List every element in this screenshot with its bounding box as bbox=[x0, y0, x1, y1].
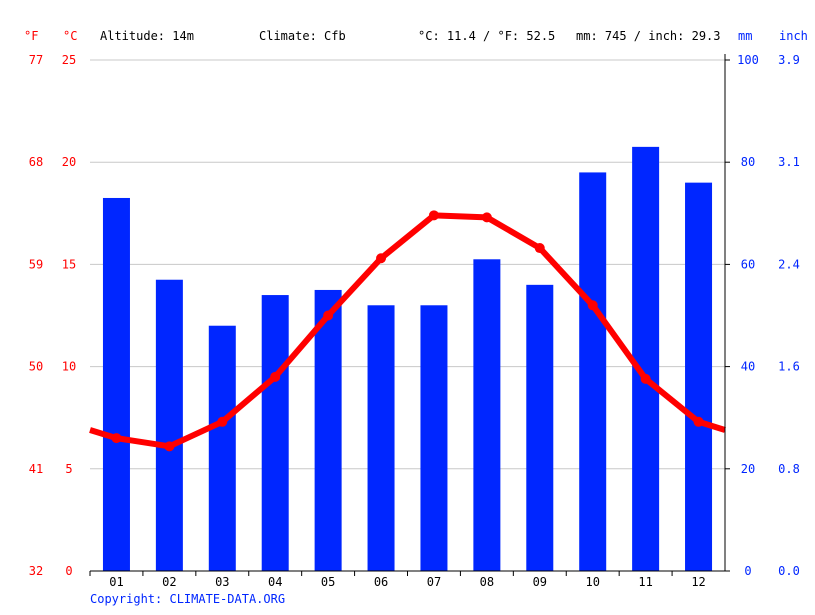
inch-tick-label: 3.9 bbox=[778, 53, 800, 67]
fahrenheit-tick-label: 68 bbox=[29, 155, 43, 169]
unit-c-label: °C bbox=[63, 29, 77, 43]
temperature-point bbox=[323, 310, 334, 321]
celsius-tick-label: 0 bbox=[65, 564, 72, 578]
celsius-tick-label: 20 bbox=[62, 155, 76, 169]
month-tick-label: 03 bbox=[215, 575, 229, 589]
unit-f-label: °F bbox=[24, 29, 38, 43]
month-tick-label: 07 bbox=[427, 575, 441, 589]
mm-tick-label: 0 bbox=[744, 564, 751, 578]
temp-average-label: °C: 11.4 / °F: 52.5 bbox=[418, 29, 555, 43]
precip-bar bbox=[685, 182, 713, 571]
temperature-point bbox=[376, 253, 387, 264]
climate-label: Climate: Cfb bbox=[259, 29, 346, 43]
mm-tick-label: 20 bbox=[741, 462, 755, 476]
month-tick-label: 01 bbox=[109, 575, 123, 589]
precip-bar bbox=[367, 305, 395, 571]
fahrenheit-tick-label: 50 bbox=[29, 360, 43, 374]
precip-bar bbox=[632, 146, 660, 571]
mm-tick-label: 80 bbox=[741, 155, 755, 169]
temperature-line bbox=[89, 212, 726, 450]
unit-inch-label: inch bbox=[779, 29, 808, 43]
temperature-point bbox=[217, 416, 228, 427]
month-tick-label: 05 bbox=[321, 575, 335, 589]
precip-bar bbox=[208, 325, 236, 571]
temperature-point bbox=[428, 210, 439, 221]
fahrenheit-tick-label: 41 bbox=[29, 462, 43, 476]
celsius-tick-label: 15 bbox=[62, 257, 76, 271]
precip-bar bbox=[473, 259, 501, 571]
temperature-point bbox=[534, 243, 545, 254]
month-tick-label: 10 bbox=[585, 575, 599, 589]
precip-bar bbox=[314, 289, 342, 571]
mm-tick-label: 60 bbox=[741, 257, 755, 271]
mm-tick-label: 100 bbox=[737, 53, 759, 67]
temperature-point bbox=[270, 371, 281, 382]
inch-tick-label: 3.1 bbox=[778, 155, 800, 169]
celsius-tick-label: 10 bbox=[62, 360, 76, 374]
precip-total-label: mm: 745 / inch: 29.3 bbox=[576, 29, 721, 43]
precip-bar bbox=[420, 305, 448, 571]
temperature-point bbox=[640, 373, 651, 384]
month-tick-label: 06 bbox=[374, 575, 388, 589]
copyright-link[interactable]: Copyright: CLIMATE-DATA.ORG bbox=[90, 592, 285, 606]
temperature-point bbox=[587, 300, 598, 311]
altitude-label: Altitude: 14m bbox=[100, 29, 194, 43]
inch-tick-label: 2.4 bbox=[778, 257, 800, 271]
temperature-point bbox=[164, 441, 175, 452]
precip-bar bbox=[526, 284, 554, 571]
precip-bar bbox=[579, 172, 607, 572]
month-tick-label: 11 bbox=[638, 575, 652, 589]
month-tick-label: 08 bbox=[480, 575, 494, 589]
fahrenheit-tick-label: 32 bbox=[29, 564, 43, 578]
month-tick-label: 02 bbox=[162, 575, 176, 589]
inch-tick-label: 0.0 bbox=[778, 564, 800, 578]
precip-bar bbox=[261, 295, 289, 571]
temperature-point bbox=[111, 433, 122, 444]
mm-tick-label: 40 bbox=[741, 360, 755, 374]
month-tick-label: 04 bbox=[268, 575, 282, 589]
celsius-tick-label: 25 bbox=[62, 53, 76, 67]
fahrenheit-tick-label: 77 bbox=[29, 53, 43, 67]
month-tick-label: 12 bbox=[691, 575, 705, 589]
precip-bar bbox=[102, 197, 130, 571]
temperature-point bbox=[693, 416, 704, 427]
temperature-point bbox=[481, 212, 492, 223]
fahrenheit-tick-label: 59 bbox=[29, 257, 43, 271]
month-tick-label: 09 bbox=[533, 575, 547, 589]
inch-tick-label: 0.8 bbox=[778, 462, 800, 476]
celsius-tick-label: 5 bbox=[65, 462, 72, 476]
inch-tick-label: 1.6 bbox=[778, 360, 800, 374]
precip-bar bbox=[155, 279, 183, 571]
unit-mm-label: mm bbox=[738, 29, 752, 43]
